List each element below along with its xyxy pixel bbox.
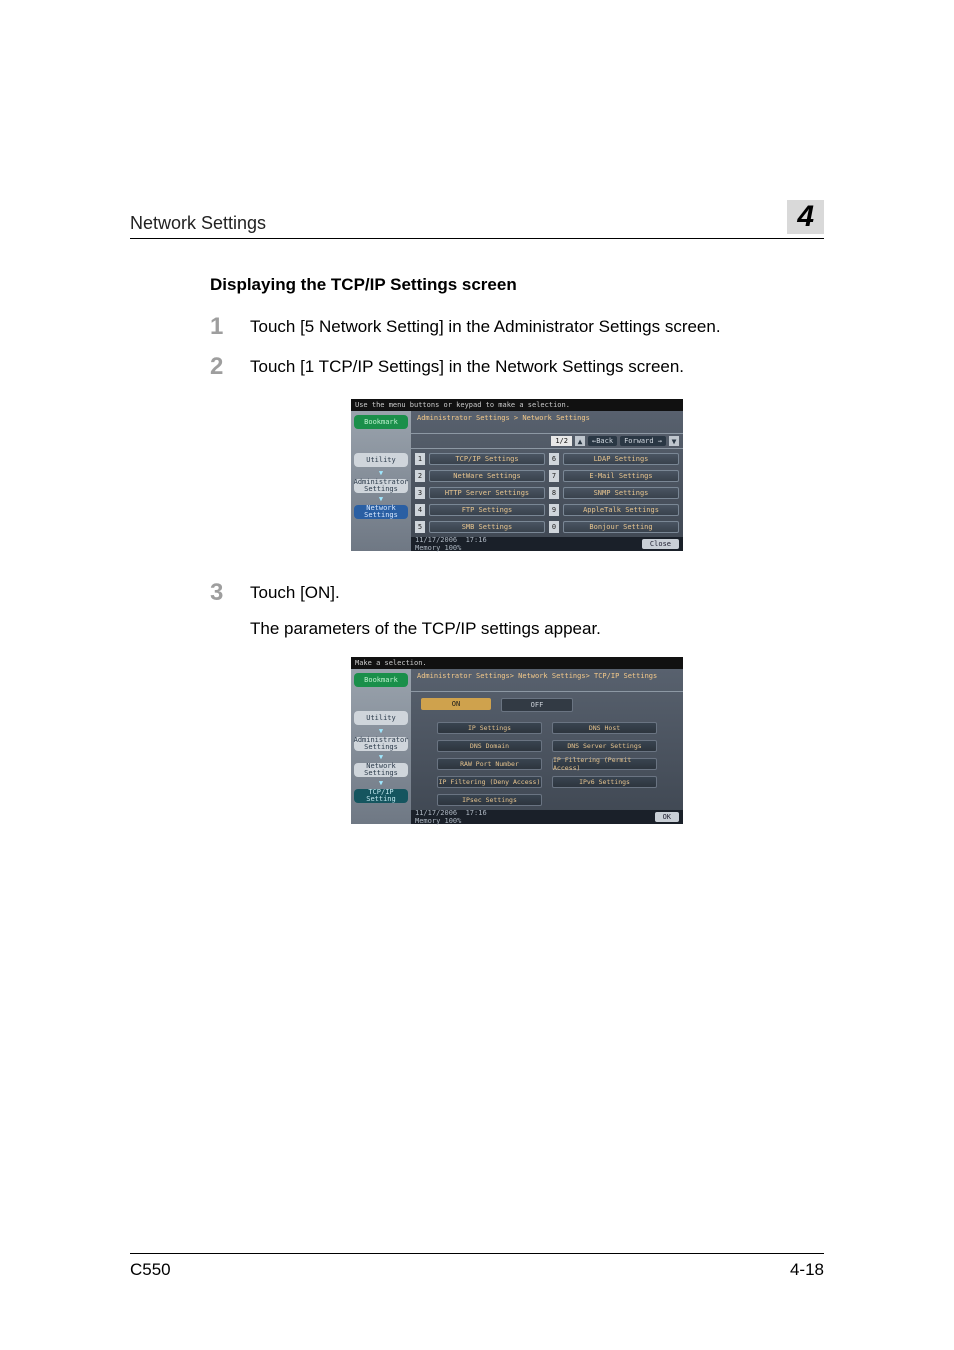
item-number: 3: [415, 487, 425, 499]
bookmark-button[interactable]: Bookmark: [354, 415, 408, 429]
item-number: 6: [549, 453, 559, 465]
ipv6-settings-button[interactable]: IPv6 Settings: [552, 776, 657, 788]
page: Network Settings 4 Displaying the TCP/IP…: [0, 0, 954, 1350]
item-number: 8: [549, 487, 559, 499]
item-number: 1: [415, 453, 425, 465]
ip-filtering-permit-button[interactable]: IP Filtering (Permit Access): [552, 758, 657, 770]
step-text: Touch [1 TCP/IP Settings] in the Network…: [250, 353, 684, 377]
off-button[interactable]: OFF: [501, 698, 573, 712]
screen-sidebar: Bookmark Utility ▼ Administrator Setting…: [351, 669, 411, 824]
pager: 1/2 ▲ ←Back Forward → ▼: [411, 434, 683, 449]
screen-main: Administrator Settings > Network Setting…: [411, 411, 683, 551]
step-1: 1 Touch [5 Network Setting] in the Admin…: [210, 313, 824, 341]
screen-main: Administrator Settings> Network Settings…: [411, 669, 683, 824]
step-3: 3 Touch [ON].: [210, 579, 824, 607]
screen-instruction: Use the menu buttons or keypad to make a…: [351, 399, 683, 411]
breadcrumb: Administrator Settings > Network Setting…: [411, 411, 683, 434]
dns-domain-button[interactable]: DNS Domain: [437, 740, 542, 752]
footer-rule: [130, 1253, 824, 1254]
step-number: 2: [210, 353, 250, 381]
close-button[interactable]: Close: [642, 539, 679, 549]
item-number: 5: [415, 521, 425, 533]
page-indicator: 1/2: [551, 436, 572, 446]
content: Displaying the TCP/IP Settings screen 1 …: [130, 275, 824, 824]
followup-text: The parameters of the TCP/IP settings ap…: [250, 619, 824, 639]
utility-button[interactable]: Utility: [354, 453, 408, 467]
down-arrow-icon: ▼: [379, 755, 383, 759]
step-text: Touch [5 Network Setting] in the Adminis…: [250, 313, 721, 337]
raw-port-number-button[interactable]: RAW Port Number: [437, 758, 542, 770]
bookmark-button[interactable]: Bookmark: [354, 673, 408, 687]
down-arrow-icon: ▼: [379, 471, 383, 475]
step-text: Touch [ON].: [250, 579, 340, 603]
page-footer: C550 4-18: [130, 1253, 824, 1280]
header-chapter: 4: [787, 200, 824, 234]
item-number: 7: [549, 470, 559, 482]
item-number: 4: [415, 504, 425, 516]
snmp-settings-button[interactable]: SNMP Settings: [563, 487, 679, 499]
section-title: Displaying the TCP/IP Settings screen: [210, 275, 824, 295]
smb-settings-button[interactable]: SMB Settings: [429, 521, 545, 533]
http-server-settings-button[interactable]: HTTP Server Settings: [429, 487, 545, 499]
step-number: 1: [210, 313, 250, 341]
next-icon[interactable]: ▼: [669, 436, 679, 446]
on-off-toggle: ON OFF: [411, 692, 683, 718]
screenshot-network-settings: Use the menu buttons or keypad to make a…: [351, 399, 683, 551]
dns-server-settings-button[interactable]: DNS Server Settings: [552, 740, 657, 752]
bonjour-setting-button[interactable]: Bonjour Setting: [563, 521, 679, 533]
ip-filtering-deny-button[interactable]: IP Filtering (Deny Access): [437, 776, 542, 788]
netware-settings-button[interactable]: NetWare Settings: [429, 470, 545, 482]
settings-grid: 1 TCP/IP Settings 6 LDAP Settings 2 NetWare…: [411, 449, 683, 537]
step-2: 2 Touch [1 TCP/IP Settings] in the Netwo…: [210, 353, 824, 381]
back-button[interactable]: ←Back: [588, 436, 617, 446]
down-arrow-icon: ▼: [379, 729, 383, 733]
footer-timestamp: 11/17/2006 17:16Memory 100%: [415, 809, 487, 825]
utility-button[interactable]: Utility: [354, 711, 408, 725]
screen-sidebar: Bookmark Utility ▼ Administrator Setting…: [351, 411, 411, 551]
email-settings-button[interactable]: E-Mail Settings: [563, 470, 679, 482]
screenshot-tcpip-settings: Make a selection. Bookmark Utility ▼ Adm…: [351, 657, 683, 824]
down-arrow-icon: ▼: [379, 497, 383, 501]
admin-settings-button[interactable]: Administrator Settings: [354, 479, 408, 493]
prev-icon[interactable]: ▲: [575, 436, 585, 446]
admin-settings-button[interactable]: Administrator Settings: [354, 737, 408, 751]
item-number: 9: [549, 504, 559, 516]
screen-footer: 11/17/2006 17:16Memory 100% Close: [411, 537, 683, 551]
tcpip-settings-button[interactable]: TCP/IP Settings: [429, 453, 545, 465]
tcpip-grid: IP Settings DNS Host DNS Domain DNS Serv…: [411, 718, 683, 810]
network-settings-button[interactable]: Network Settings: [354, 763, 408, 777]
appletalk-settings-button[interactable]: AppleTalk Settings: [563, 504, 679, 516]
footer-page: 4-18: [790, 1260, 824, 1280]
ipsec-settings-button[interactable]: IPsec Settings: [437, 794, 542, 806]
item-number: 2: [415, 470, 425, 482]
page-header: Network Settings 4: [130, 0, 824, 234]
on-button[interactable]: ON: [421, 698, 491, 710]
network-settings-button[interactable]: Network Settings: [354, 505, 408, 519]
ldap-settings-button[interactable]: LDAP Settings: [563, 453, 679, 465]
ip-settings-button[interactable]: IP Settings: [437, 722, 542, 734]
step-number: 3: [210, 579, 250, 607]
header-rule: [130, 238, 824, 239]
screen-footer: 11/17/2006 17:16Memory 100% OK: [411, 810, 683, 824]
header-section: Network Settings: [130, 213, 266, 234]
tcpip-setting-button[interactable]: TCP/IP Setting: [354, 789, 408, 803]
ftp-settings-button[interactable]: FTP Settings: [429, 504, 545, 516]
forward-button[interactable]: Forward →: [620, 436, 666, 446]
footer-model: C550: [130, 1260, 171, 1280]
ok-button[interactable]: OK: [655, 812, 679, 822]
footer-timestamp: 11/17/2006 17:16Memory 100%: [415, 536, 487, 552]
item-number: 0: [549, 521, 559, 533]
down-arrow-icon: ▼: [379, 781, 383, 785]
breadcrumb: Administrator Settings> Network Settings…: [411, 669, 683, 692]
screen-instruction: Make a selection.: [351, 657, 683, 669]
dns-host-button[interactable]: DNS Host: [552, 722, 657, 734]
